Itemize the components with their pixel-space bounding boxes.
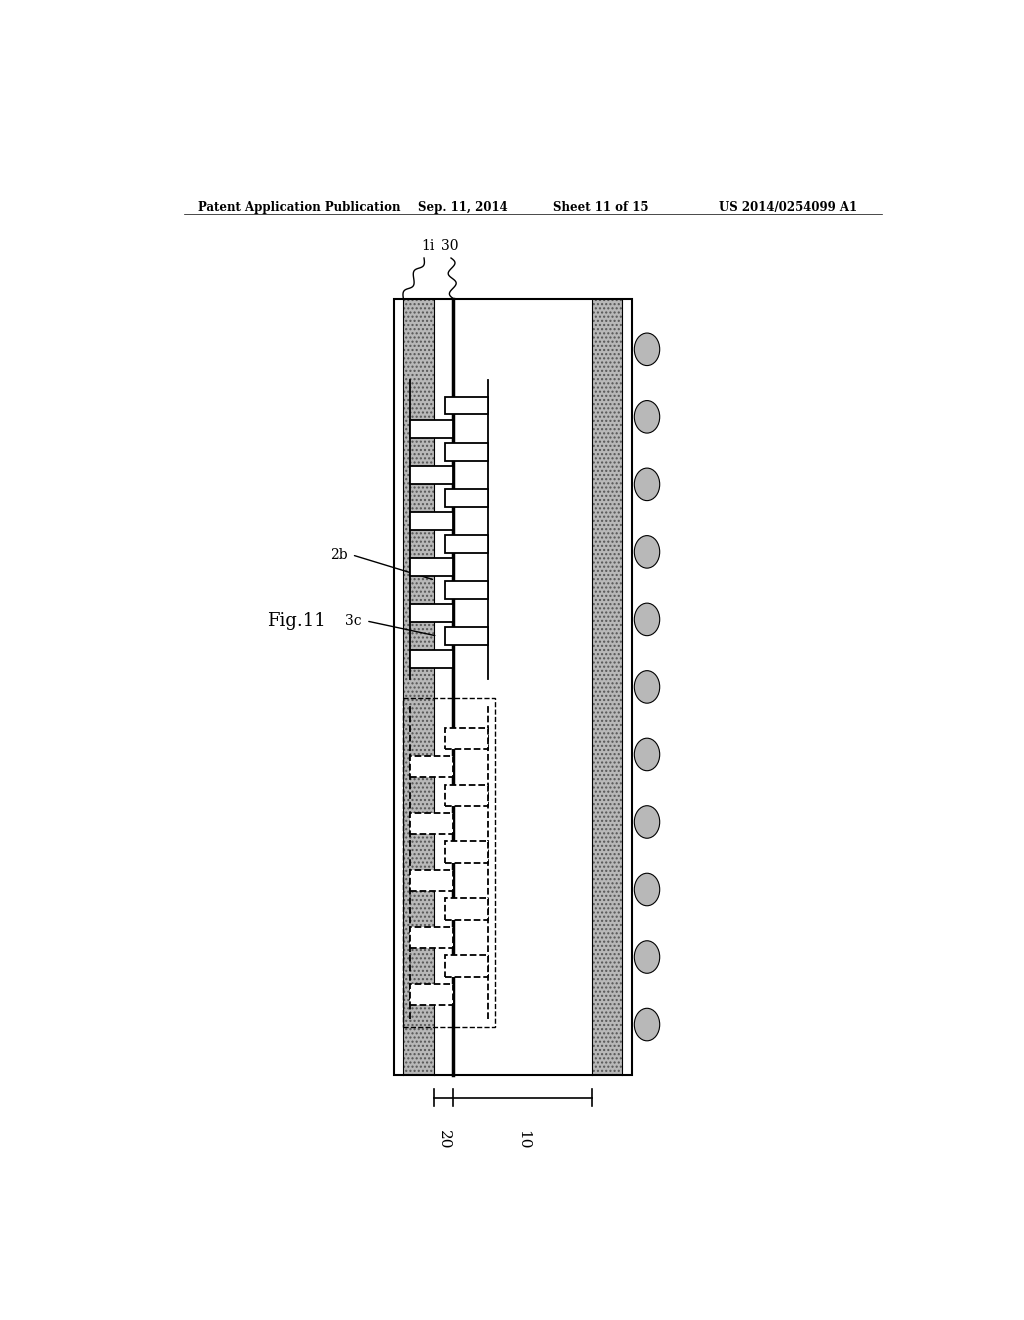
- FancyBboxPatch shape: [444, 727, 488, 748]
- FancyBboxPatch shape: [410, 558, 454, 576]
- FancyBboxPatch shape: [410, 813, 454, 834]
- Circle shape: [634, 941, 659, 973]
- FancyBboxPatch shape: [410, 512, 454, 529]
- Bar: [394, 298, 632, 1076]
- FancyBboxPatch shape: [444, 899, 488, 920]
- Circle shape: [634, 469, 659, 500]
- Bar: [394, 298, 632, 1076]
- FancyBboxPatch shape: [410, 983, 454, 1005]
- FancyBboxPatch shape: [444, 444, 488, 461]
- Text: 30: 30: [440, 239, 458, 253]
- Bar: [403, 298, 433, 1076]
- Bar: [403, 698, 495, 1027]
- Text: Fig.11: Fig.11: [267, 612, 326, 630]
- FancyBboxPatch shape: [444, 627, 488, 644]
- Circle shape: [634, 738, 659, 771]
- Text: 20: 20: [436, 1130, 451, 1150]
- Circle shape: [634, 333, 659, 366]
- FancyBboxPatch shape: [410, 605, 454, 622]
- FancyBboxPatch shape: [410, 870, 454, 891]
- Circle shape: [634, 671, 659, 704]
- Text: US 2014/0254099 A1: US 2014/0254099 A1: [719, 201, 857, 214]
- FancyBboxPatch shape: [444, 784, 488, 807]
- Text: 3c: 3c: [345, 614, 362, 628]
- FancyBboxPatch shape: [410, 756, 454, 777]
- Text: Sep. 11, 2014: Sep. 11, 2014: [418, 201, 508, 214]
- FancyBboxPatch shape: [410, 651, 454, 668]
- Text: Sheet 11 of 15: Sheet 11 of 15: [553, 201, 648, 214]
- FancyBboxPatch shape: [444, 956, 488, 977]
- FancyBboxPatch shape: [444, 397, 488, 414]
- FancyBboxPatch shape: [444, 581, 488, 598]
- Text: 2b: 2b: [330, 548, 348, 562]
- FancyBboxPatch shape: [444, 536, 488, 553]
- FancyBboxPatch shape: [444, 490, 488, 507]
- FancyBboxPatch shape: [410, 927, 454, 948]
- Text: Patent Application Publication: Patent Application Publication: [198, 201, 400, 214]
- FancyBboxPatch shape: [444, 841, 488, 863]
- Circle shape: [634, 805, 659, 838]
- Circle shape: [634, 400, 659, 433]
- Circle shape: [634, 874, 659, 906]
- Text: 10: 10: [516, 1130, 529, 1150]
- Bar: [592, 298, 623, 1076]
- Bar: [403, 298, 433, 1076]
- FancyBboxPatch shape: [410, 466, 454, 483]
- FancyBboxPatch shape: [410, 420, 454, 437]
- Bar: [592, 298, 623, 1076]
- Circle shape: [634, 536, 659, 568]
- Text: 1i: 1i: [421, 239, 434, 253]
- Circle shape: [634, 603, 659, 636]
- Circle shape: [634, 1008, 659, 1040]
